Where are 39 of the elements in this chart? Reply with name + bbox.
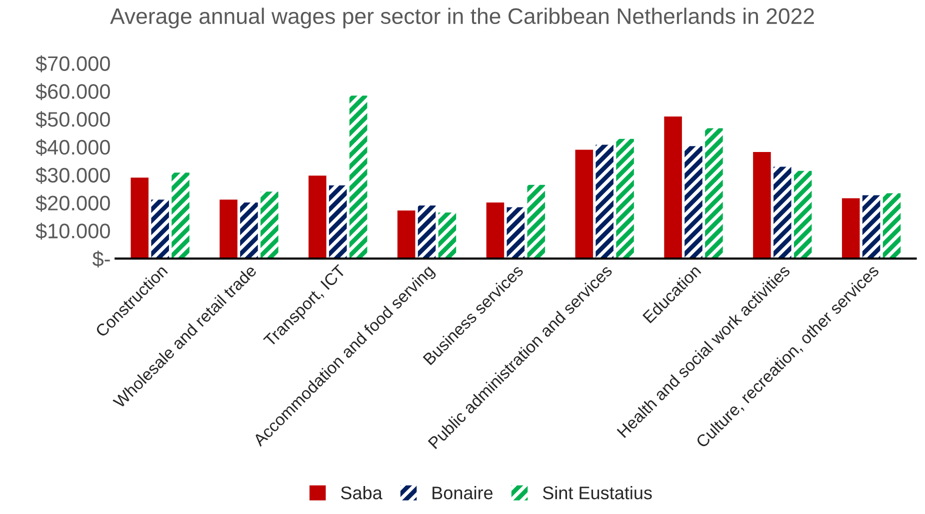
bar: [418, 206, 436, 259]
legend-label: Sint Eustatius: [542, 486, 652, 500]
bar: [664, 116, 682, 259]
legend-label: Saba: [341, 486, 382, 500]
bar: [862, 195, 880, 259]
bar: [794, 170, 812, 259]
bar: [220, 200, 238, 259]
y-tick-label: $70.000: [36, 55, 110, 72]
bar: [349, 96, 368, 259]
bar: [882, 193, 901, 259]
bar: [130, 178, 149, 259]
bar: [684, 146, 702, 259]
bar: [753, 152, 771, 259]
bar: [842, 198, 860, 259]
bar: [774, 166, 792, 259]
y-tick-label: $10.000: [36, 222, 110, 240]
bar: [506, 207, 525, 259]
bar: [397, 210, 416, 259]
y-tick-label: $30.000: [36, 166, 110, 184]
bar: [575, 150, 594, 259]
y-tick-label: $-: [92, 250, 110, 268]
y-tick-label: $40.000: [36, 139, 110, 156]
bar: [151, 200, 169, 259]
bar: [438, 212, 456, 259]
bar: [596, 144, 614, 259]
bar: [527, 184, 546, 259]
bar: [240, 202, 258, 259]
bar: [705, 128, 723, 259]
bar: [486, 202, 504, 259]
chart-title: Average annual wages per sector in the Caribbean Netherlands in 2022: [110, 8, 814, 28]
y-tick-label: $60.000: [36, 83, 110, 100]
bar: [328, 185, 347, 259]
y-tick-label: $50.000: [36, 111, 110, 128]
bar: [172, 172, 190, 259]
legend-label: Bonaire: [432, 486, 493, 500]
y-tick-label: $20.000: [36, 194, 110, 212]
bar: [308, 176, 326, 259]
bar: [616, 138, 634, 259]
bar: [260, 192, 278, 259]
